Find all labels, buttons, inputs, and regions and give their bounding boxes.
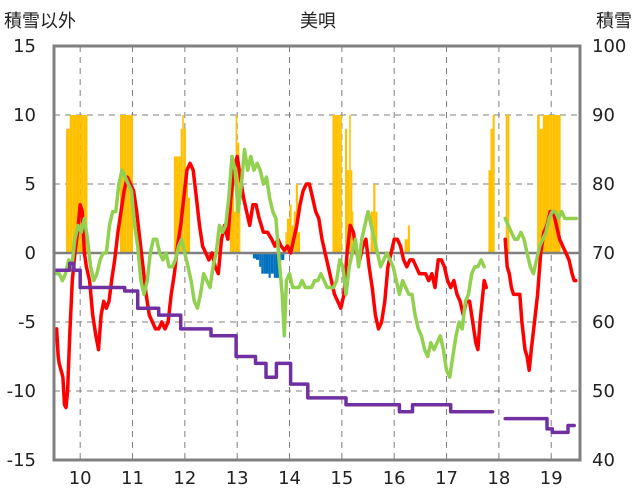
series-line-3 [503,416,576,435]
x-tick-label: 16 [383,468,406,489]
snow-bar [265,253,269,274]
x-tick-label: 10 [69,468,92,489]
snow-bar [349,115,351,253]
snow-bar [542,115,546,253]
snow-bar [66,128,70,253]
right-tick-label: 60 [592,312,615,333]
snow-bar [558,115,561,253]
snow-bar [281,253,285,260]
snow-bar [490,128,493,253]
left-tick-label: -15 [7,450,36,471]
snow-bar [185,170,188,253]
snow-bar [256,253,260,260]
snow-bar [338,115,341,253]
x-tick-label: 19 [540,468,563,489]
snow-bar [347,170,350,253]
snow-bar [252,253,257,259]
right-tick-label: 80 [592,174,615,195]
right-tick-label: 100 [592,36,626,57]
right-tick-label: 50 [592,381,615,402]
snow-bar [507,115,510,253]
snow-bar [75,115,81,253]
right-axis-ticks: 100 90 80 70 60 50 40 [592,36,626,471]
snow-bar [86,115,88,253]
right-tick-label: 70 [592,243,615,264]
snow-bar [263,253,266,274]
snow-bar [180,128,183,253]
snow-bar [131,115,133,253]
snow-bar [178,156,181,253]
snow-bar [83,115,87,253]
snow-bar [537,115,540,253]
x-tick-label: 15 [330,468,353,489]
snow-bar [231,156,235,253]
snow-bar [270,253,274,274]
snow-bar [297,232,300,253]
x-tick-label: 11 [121,468,144,489]
snow-bar [492,115,495,253]
right-axis-title: 積雪 [596,11,632,32]
snow-bar [332,115,336,253]
x-tick-label: 14 [278,468,301,489]
snow-bar [335,115,339,253]
snow-bar [275,253,280,278]
snow-bar [549,115,553,253]
snow-bar [239,184,241,253]
right-tick-label: 90 [592,105,615,126]
series-lines [54,147,579,435]
snow-bar [72,115,76,253]
chart-title: 美唄 [300,11,336,32]
plot-frame [52,44,582,462]
snow-bar [539,128,543,253]
left-tick-label: 15 [13,36,36,57]
snow-bar [555,115,559,253]
series-line-2 [503,209,579,276]
left-tick-label: -10 [7,381,36,402]
x-tick-label: 12 [173,468,196,489]
series-line-2 [54,147,486,379]
snow-bar [229,197,232,253]
series-line-1 [54,154,489,410]
left-tick-label: 5 [25,174,36,195]
snow-bar [182,115,184,253]
x-tick-label: 18 [487,468,510,489]
x-tick-label: 17 [435,468,458,489]
snow-bar [80,115,84,253]
snow-bar [488,170,491,253]
snow-bar [407,225,410,253]
snow-bar [350,170,353,253]
left-tick-label: 10 [13,105,36,126]
left-axis-title: 積雪以外 [4,11,76,32]
snow-bar [69,115,73,253]
snow-bar [119,115,124,253]
snow-bar [345,128,348,253]
snow-bar [268,253,271,278]
snow-bar [285,232,287,253]
snow-bar [273,253,276,278]
snow-bar [505,115,508,253]
snow-bar [173,156,177,253]
x-axis-ticks: 10 11 12 13 14 15 16 17 18 19 [69,468,563,489]
snow-bar [545,115,550,253]
left-axis-ticks: 15 10 5 0 -5 -10 -15 [7,36,36,471]
snow-bar [404,239,408,253]
snow-bar [289,204,292,253]
right-tick-label: 40 [592,450,615,471]
x-tick-label: 13 [226,468,249,489]
left-tick-label: 0 [25,243,36,264]
snow-bar [259,253,262,267]
snow-bar [176,156,179,253]
snow-bar [340,115,342,253]
snow-bar [187,197,191,253]
series-line-3 [54,261,495,414]
snow-bar [234,211,236,253]
snow-bar [552,115,556,253]
snow-bar [286,218,290,253]
snow-bar [261,253,264,274]
left-tick-label: -5 [18,312,36,333]
snow-bar [373,184,376,253]
series-line-1 [503,209,578,373]
snow-bar [375,211,378,253]
